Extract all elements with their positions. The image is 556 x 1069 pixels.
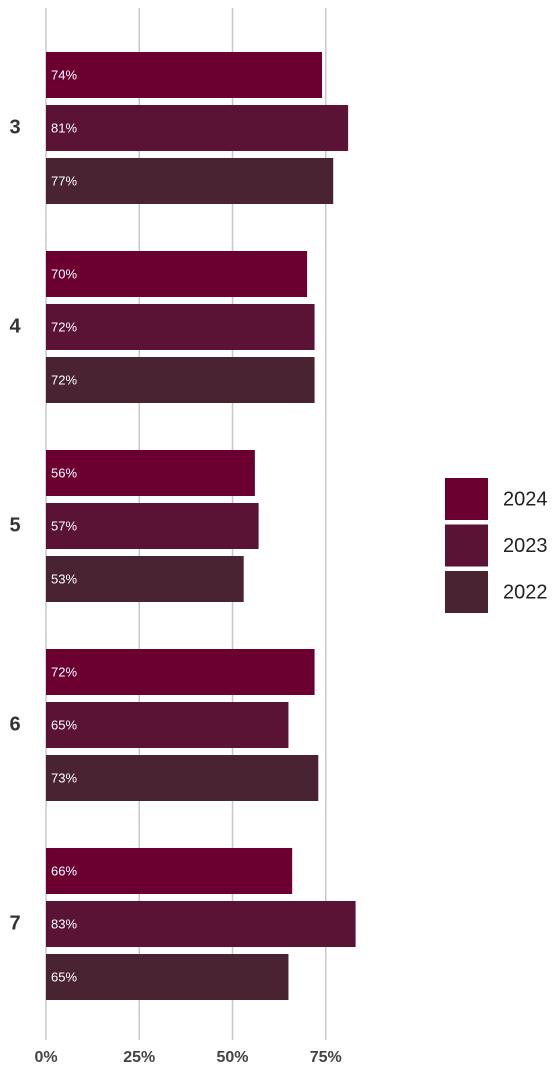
y-tick-label: 6 bbox=[9, 713, 20, 735]
y-tick-label: 3 bbox=[9, 116, 20, 138]
value-label: 72% bbox=[51, 664, 77, 679]
bar bbox=[46, 503, 259, 549]
value-label: 53% bbox=[51, 571, 77, 586]
bar bbox=[46, 901, 356, 947]
y-tick-label: 7 bbox=[9, 912, 20, 934]
value-label: 74% bbox=[51, 67, 77, 82]
x-tick-label: 25% bbox=[123, 1049, 155, 1066]
bar bbox=[46, 702, 289, 748]
legend-label: 2024 bbox=[503, 488, 548, 510]
bar bbox=[46, 649, 315, 695]
value-label: 65% bbox=[51, 969, 77, 984]
bar bbox=[46, 450, 255, 496]
bar bbox=[46, 848, 293, 894]
bar bbox=[46, 556, 244, 602]
bar bbox=[46, 251, 308, 297]
bar bbox=[46, 158, 334, 204]
value-label: 81% bbox=[51, 120, 77, 135]
bar bbox=[46, 304, 315, 350]
legend-label: 2023 bbox=[503, 535, 548, 557]
bar bbox=[46, 357, 315, 403]
value-label: 72% bbox=[51, 372, 77, 387]
value-label: 73% bbox=[51, 770, 77, 785]
legend-swatch bbox=[445, 571, 488, 613]
y-tick-label: 5 bbox=[9, 514, 20, 536]
value-label: 66% bbox=[51, 863, 77, 878]
y-tick-label: 4 bbox=[9, 315, 21, 337]
legend-swatch bbox=[445, 478, 488, 520]
bar bbox=[46, 52, 323, 98]
bar bbox=[46, 105, 349, 151]
value-label: 77% bbox=[51, 173, 77, 188]
value-label: 57% bbox=[51, 518, 77, 533]
value-label: 65% bbox=[51, 717, 77, 732]
value-label: 83% bbox=[51, 916, 77, 931]
value-label: 70% bbox=[51, 266, 77, 281]
x-tick-label: 0% bbox=[34, 1049, 57, 1066]
legend-swatch bbox=[445, 524, 488, 567]
legend-label: 2022 bbox=[503, 581, 548, 603]
x-tick-label: 50% bbox=[216, 1049, 248, 1066]
bar bbox=[46, 954, 289, 1000]
value-label: 72% bbox=[51, 319, 77, 334]
bar bbox=[46, 755, 319, 801]
x-tick-label: 75% bbox=[310, 1049, 342, 1066]
value-label: 56% bbox=[51, 465, 77, 480]
